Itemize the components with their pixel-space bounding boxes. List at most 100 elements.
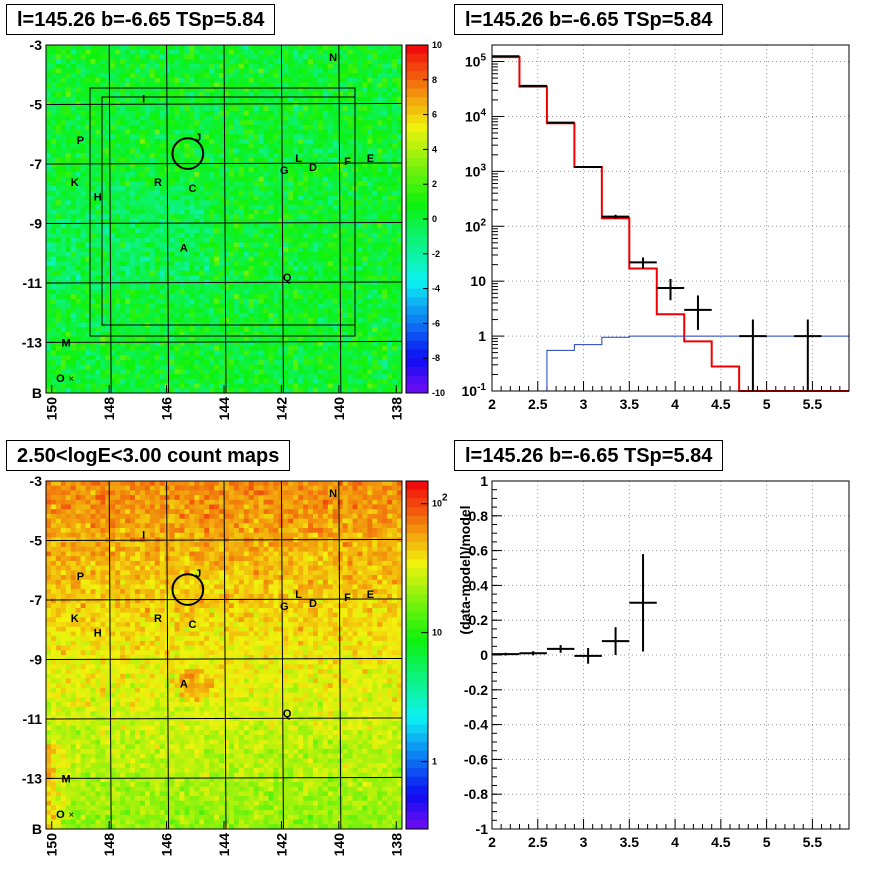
map-pixel bbox=[372, 327, 378, 333]
map-pixel bbox=[313, 251, 319, 258]
map-pixel bbox=[382, 186, 388, 192]
map-pixel bbox=[387, 345, 393, 352]
map-pixel bbox=[253, 355, 260, 361]
map-pixel bbox=[70, 63, 77, 69]
map-pixel bbox=[313, 204, 319, 210]
map-pixel bbox=[377, 275, 383, 281]
map-pixel bbox=[283, 148, 289, 154]
map-pixel bbox=[184, 124, 190, 131]
map-pixel bbox=[248, 129, 255, 135]
map-pixel bbox=[169, 157, 175, 163]
map-pixel bbox=[135, 256, 141, 262]
map-pixel bbox=[357, 247, 363, 253]
map-pixel bbox=[372, 294, 378, 300]
map-pixel bbox=[268, 45, 274, 51]
map-pixel bbox=[80, 228, 86, 234]
map-pixel bbox=[253, 157, 260, 163]
map-pixel bbox=[80, 176, 86, 182]
map-pixel bbox=[263, 228, 269, 234]
map-pixel bbox=[55, 124, 62, 131]
map-pixel bbox=[268, 256, 274, 262]
map-pixel bbox=[75, 120, 82, 126]
map-pixel bbox=[110, 157, 116, 163]
map-pixel bbox=[327, 162, 334, 168]
map-pixel bbox=[80, 317, 86, 323]
map-pixel bbox=[100, 54, 106, 60]
map-pixel bbox=[100, 49, 106, 55]
map-pixel bbox=[382, 341, 388, 347]
map-pixel bbox=[273, 289, 279, 295]
map-pixel bbox=[80, 124, 86, 131]
map-pixel bbox=[372, 251, 378, 258]
map-pixel bbox=[397, 153, 403, 159]
map-pixel bbox=[332, 153, 339, 159]
map-pixel bbox=[392, 186, 398, 192]
map-pixel bbox=[115, 345, 121, 352]
map-pixel bbox=[238, 355, 245, 361]
map-pixel bbox=[327, 190, 334, 196]
map-pixel bbox=[179, 237, 185, 243]
map-pixel bbox=[258, 190, 264, 196]
map-pixel bbox=[154, 345, 161, 352]
map-pixel bbox=[233, 153, 240, 159]
map-pixel bbox=[46, 167, 52, 173]
map-pixel bbox=[90, 364, 96, 370]
map-pixel bbox=[174, 143, 180, 149]
map-pixel bbox=[243, 162, 250, 168]
map-pixel bbox=[60, 96, 67, 102]
map-pixel bbox=[85, 331, 91, 337]
map-pixel bbox=[105, 289, 111, 295]
map-pixel bbox=[372, 266, 378, 272]
map-pixel bbox=[219, 139, 225, 145]
map-pixel bbox=[219, 120, 225, 126]
map-pixel bbox=[50, 237, 57, 243]
map-pixel bbox=[65, 54, 72, 60]
map-pixel bbox=[313, 331, 319, 337]
map-pixel bbox=[189, 157, 195, 163]
map-pixel bbox=[382, 228, 388, 234]
map-pixel bbox=[184, 308, 190, 314]
map-pixel bbox=[214, 59, 220, 65]
map-pixel bbox=[85, 336, 91, 342]
map-pixel bbox=[313, 261, 319, 267]
map-pixel bbox=[327, 313, 334, 319]
map-pixel bbox=[233, 355, 240, 361]
map-pixel bbox=[243, 49, 250, 55]
map-pixel bbox=[367, 270, 373, 276]
map-pixel bbox=[60, 341, 67, 347]
map-pixel bbox=[397, 233, 403, 239]
map-pixel bbox=[332, 190, 339, 196]
map-pixel bbox=[337, 148, 344, 154]
map-pixel bbox=[347, 223, 353, 229]
map-pixel bbox=[248, 214, 255, 220]
map-pixel bbox=[248, 341, 255, 347]
map-pixel bbox=[149, 369, 156, 375]
map-pixel bbox=[125, 336, 131, 342]
map-pixel bbox=[327, 360, 334, 366]
map-pixel bbox=[100, 284, 106, 290]
map-pixel bbox=[263, 129, 269, 135]
map-pixel bbox=[159, 266, 166, 272]
map-pixel bbox=[352, 355, 358, 361]
map-pixel bbox=[46, 233, 52, 239]
map-pixel bbox=[357, 204, 363, 210]
map-pixel bbox=[189, 77, 195, 84]
map-pixel bbox=[214, 360, 220, 366]
map-pixel bbox=[298, 153, 304, 159]
map-pixel bbox=[298, 82, 304, 88]
map-pixel bbox=[362, 110, 368, 116]
map-pixel bbox=[100, 200, 106, 206]
map-pixel bbox=[372, 54, 378, 60]
map-pixel bbox=[263, 45, 269, 51]
map-pixel bbox=[224, 223, 230, 229]
map-pixel bbox=[174, 68, 180, 74]
map-pixel bbox=[367, 289, 373, 295]
map-pixel bbox=[149, 345, 156, 352]
map-pixel bbox=[303, 204, 309, 210]
map-pixel bbox=[120, 256, 126, 262]
map-pixel bbox=[95, 143, 101, 149]
map-pixel bbox=[278, 327, 284, 333]
map-pixel bbox=[278, 186, 284, 192]
map-pixel bbox=[139, 106, 146, 112]
map-pixel bbox=[367, 59, 373, 65]
